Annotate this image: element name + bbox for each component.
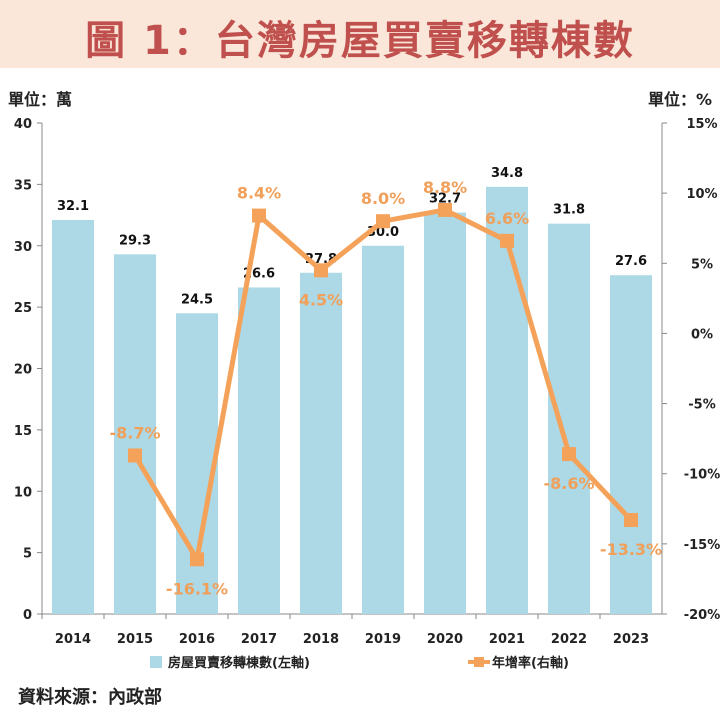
x-tick-label: 2019: [365, 632, 401, 647]
left-tick-label: 0: [23, 608, 32, 623]
line-point: [376, 214, 390, 229]
title-band: [0, 0, 720, 68]
x-tick-label: 2021: [489, 632, 525, 647]
line-point: [500, 233, 514, 248]
chart-title: 圖 1：台灣房屋買賣移轉棟數: [85, 18, 635, 64]
legend-bar-label: 房屋買賣移轉棟數(左軸): [168, 655, 310, 671]
bar: [176, 313, 218, 614]
right-tick-label: 10%: [686, 187, 717, 202]
legend-line-marker: [474, 657, 484, 667]
line-data-label: 8.0%: [361, 189, 405, 208]
line-point: [314, 263, 328, 278]
x-tick-label: 2023: [613, 632, 649, 647]
line-data-label: 8.4%: [237, 184, 281, 203]
right-tick-label: -10%: [684, 468, 720, 483]
bar-data-label: 34.8: [491, 166, 523, 181]
bar: [52, 219, 94, 614]
right-tick-label: 0%: [691, 327, 713, 342]
legend-line-label: 年增率(右軸): [492, 655, 569, 671]
line-point: [252, 208, 266, 223]
right-tick-label: -15%: [684, 538, 720, 553]
bar: [114, 254, 156, 614]
x-tick-label: 2017: [241, 632, 277, 647]
bar: [486, 186, 528, 614]
bar-data-label: 32.7: [429, 192, 461, 207]
bar-data-label: 24.5: [181, 292, 213, 307]
legend-bar-swatch: [150, 656, 162, 668]
bar: [610, 275, 652, 614]
left-tick-label: 30: [14, 240, 32, 255]
data-source: 資料來源：內政部: [18, 687, 162, 708]
left-tick-label: 5: [23, 547, 32, 562]
x-tick-label: 2022: [551, 632, 587, 647]
line-point: [624, 513, 638, 528]
right-tick-label: 5%: [691, 257, 713, 272]
bar: [548, 223, 590, 614]
bar: [424, 212, 466, 615]
line-data-label: 4.5%: [299, 290, 343, 309]
left-tick-label: 25: [14, 301, 32, 316]
bar: [238, 287, 280, 614]
x-tick-label: 2020: [427, 632, 463, 647]
line-point: [562, 447, 576, 462]
line-data-label: 8.8%: [423, 178, 467, 197]
line-point: [438, 202, 452, 217]
left-tick-label: 35: [14, 178, 32, 193]
bar-data-label: 27.6: [615, 254, 647, 269]
x-tick-label: 2016: [179, 632, 215, 647]
line-data-label: -16.1%: [166, 579, 228, 598]
left-tick-label: 20: [14, 363, 32, 378]
line-point: [128, 448, 142, 463]
bar-data-label: 32.1: [57, 199, 89, 214]
left-tick-label: 10: [14, 485, 32, 500]
x-tick-label: 2014: [55, 632, 91, 647]
bar: [300, 272, 342, 614]
line-point: [190, 552, 204, 567]
right-tick-label: -5%: [688, 398, 715, 413]
right-tick-label: 15%: [686, 117, 717, 132]
right-axis-unit: 單位：%: [647, 90, 712, 109]
line-data-label: 6.6%: [485, 209, 529, 228]
left-tick-label: 15: [14, 424, 32, 439]
line-data-label: -13.3%: [600, 540, 662, 559]
line-data-label: -8.7%: [109, 423, 160, 442]
left-axis-unit: 單位：萬: [8, 90, 73, 109]
bar-data-label: 31.8: [553, 203, 585, 218]
x-tick-label: 2015: [117, 632, 153, 647]
right-tick-label: -20%: [684, 608, 720, 623]
x-tick-label: 2018: [303, 632, 339, 647]
line-data-label: -8.6%: [543, 474, 594, 493]
left-tick-label: 40: [14, 117, 32, 132]
bar: [362, 245, 404, 614]
bar-data-label: 29.3: [119, 233, 151, 248]
